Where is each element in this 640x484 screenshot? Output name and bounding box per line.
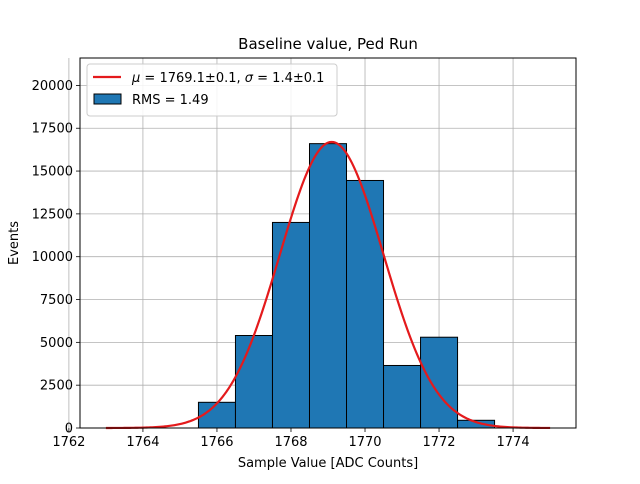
plot-frame [79, 57, 577, 429]
x-tick-label: 1766 [200, 435, 233, 450]
y-tick-label: 2500 [40, 379, 73, 394]
y-tick-label: 17500 [32, 122, 73, 137]
y-tick-label: 5000 [40, 336, 73, 351]
legend-hist-label: RMS = 1.49 [132, 93, 209, 108]
y-tick-label: 7500 [40, 293, 73, 308]
histogram-bar [271, 221, 310, 429]
histogram-bar [420, 336, 459, 429]
x-tick-label: 1770 [348, 435, 381, 450]
y-tick-label: 12500 [32, 207, 73, 222]
y-tick-label: 0 [65, 422, 73, 437]
y-tick-label: 15000 [32, 165, 73, 180]
histogram-bar [346, 179, 385, 429]
y-tick-label: 20000 [32, 79, 73, 94]
legend-hist-swatch [93, 93, 122, 105]
x-axis-label: Sample Value [ADC Counts] [238, 456, 418, 471]
chart-title: Baseline value, Ped Run [238, 35, 418, 53]
legend-fit-label: μ = 1769.1±0.1, σ = 1.4±0.1 [131, 71, 324, 86]
x-tick-label: 1762 [52, 435, 85, 450]
x-tick-label: 1768 [274, 435, 307, 450]
histogram-bar [234, 335, 273, 429]
y-tick-label: 10000 [32, 250, 73, 265]
x-axis-ticks: 1762 1764 1766 1768 1770 1772 1774 [52, 428, 530, 450]
x-tick-label: 1772 [422, 435, 455, 450]
legend: μ = 1769.1±0.1, σ = 1.4±0.1 RMS = 1.49 [86, 63, 338, 117]
legend-box [86, 63, 338, 117]
fit-curve [105, 140, 551, 430]
x-tick-label: 1774 [497, 435, 530, 450]
histogram-bar [383, 364, 422, 429]
histogram-bar [308, 143, 348, 429]
x-tick-label: 1764 [126, 435, 159, 450]
y-axis-ticks: 0 2500 5000 7500 10000 12500 15000 17500 20000 [32, 79, 80, 437]
y-axis-label: Events [7, 221, 22, 265]
